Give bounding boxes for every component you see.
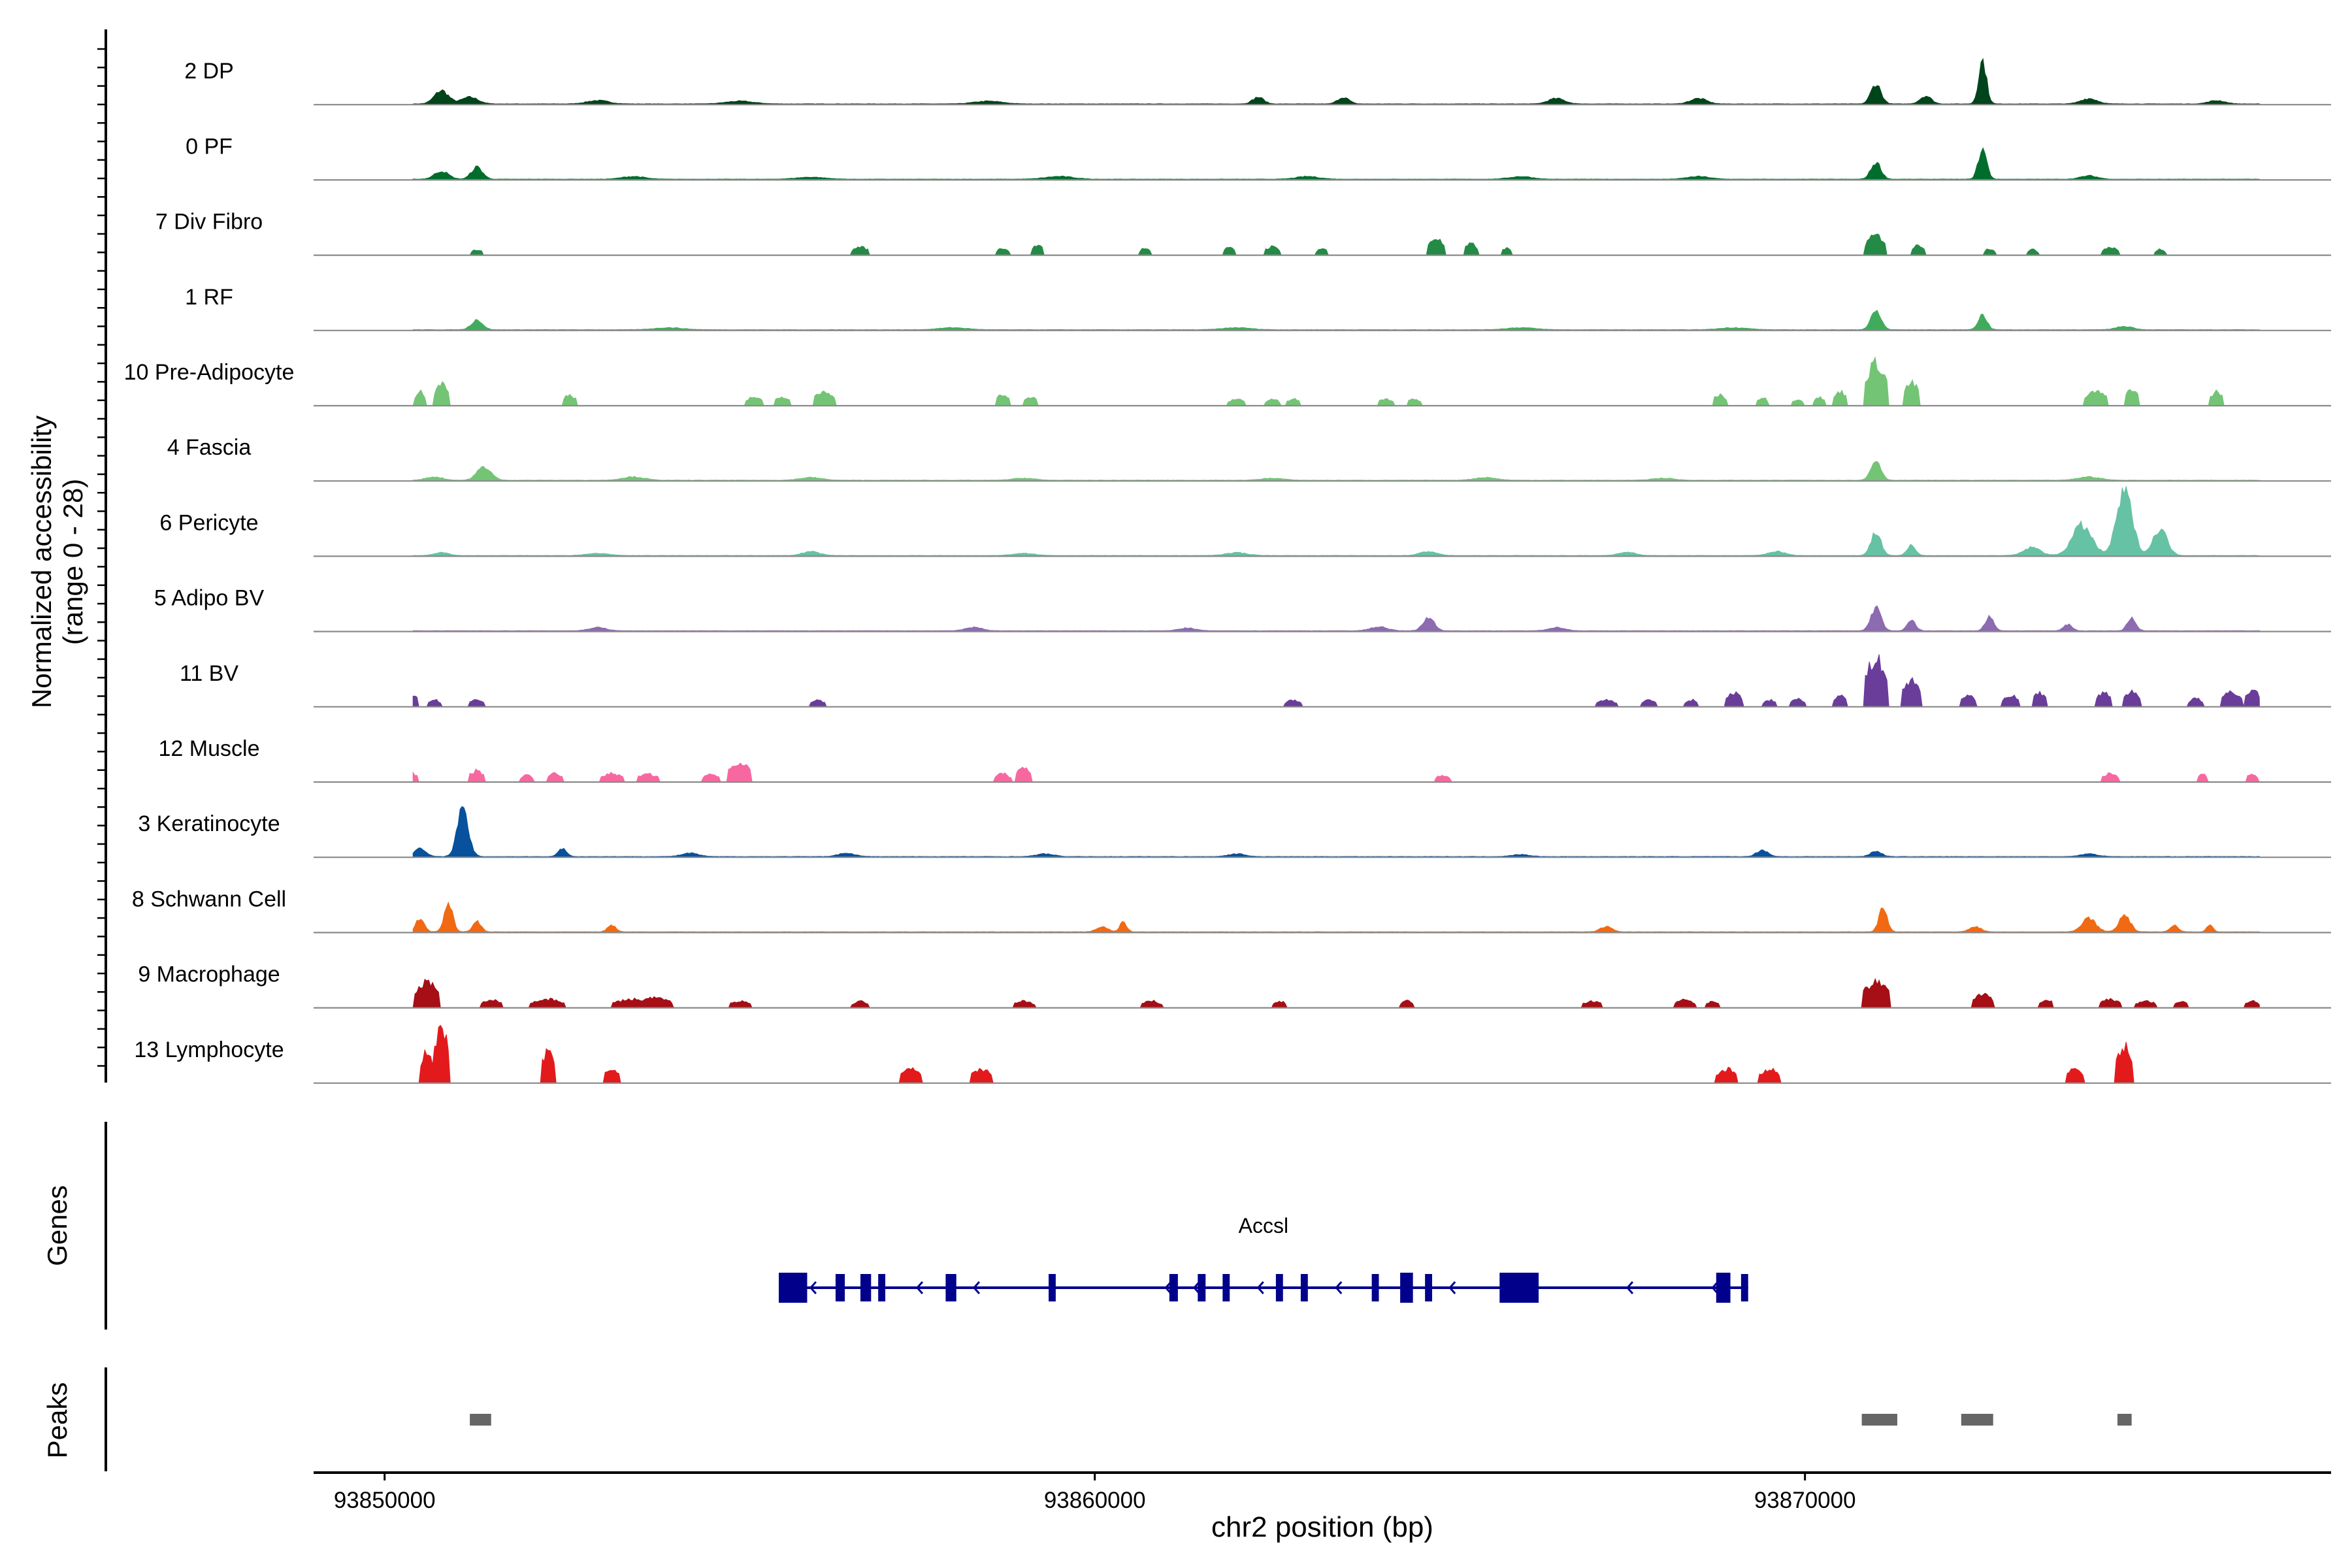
track-14: 13 Lymphocyte bbox=[134, 1024, 2331, 1084]
track-3: 7 Div Fibro bbox=[155, 210, 2331, 256]
gene-name-label: Accsl bbox=[1239, 1214, 1288, 1237]
x-axis-ticks: 93850000 93860000 93870000 bbox=[334, 1473, 1856, 1513]
track-signal bbox=[412, 461, 2260, 482]
peak-region bbox=[1961, 1414, 1993, 1426]
track-9: 11 BV bbox=[180, 654, 2331, 708]
track-label: 9 Macrophage bbox=[138, 962, 280, 987]
genes-panel: Genes bbox=[42, 1122, 107, 1330]
gene-exon bbox=[1400, 1273, 1413, 1303]
strand-arrow bbox=[1256, 1281, 1264, 1294]
strand-arrow bbox=[1164, 1281, 1172, 1294]
gene-exon bbox=[1049, 1274, 1056, 1301]
track-5: 10 Pre-Adipocyte bbox=[124, 356, 2331, 407]
gene-exon bbox=[1275, 1274, 1283, 1301]
strand-arrow bbox=[1711, 1281, 1719, 1294]
track-label: 4 Fascia bbox=[167, 435, 252, 460]
track-label: 0 PF bbox=[186, 134, 233, 159]
gene-exon bbox=[945, 1274, 956, 1301]
strand-arrow bbox=[809, 1281, 817, 1294]
y-axis-label: Normalized accessibility bbox=[26, 416, 57, 708]
track-label: 6 Pericyte bbox=[159, 510, 258, 535]
gene-exon bbox=[1716, 1273, 1731, 1303]
gene-exon bbox=[1300, 1274, 1308, 1301]
track-signal bbox=[412, 901, 2260, 933]
x-axis-label: chr2 position (bp) bbox=[1211, 1511, 1433, 1543]
gene-model: Accsl bbox=[778, 1214, 1748, 1303]
track-signal bbox=[412, 486, 2260, 557]
track-label: 11 BV bbox=[180, 661, 238, 686]
track-label: 2 DP bbox=[184, 59, 234, 84]
strand-arrow bbox=[1192, 1281, 1201, 1294]
track-label: 7 Div Fibro bbox=[155, 210, 263, 235]
coverage-tracks: 2 DP 0 PF 7 Div Fibro 1 RF 10 Pre-Adipocyte 4… bbox=[124, 57, 2331, 1084]
coverage-y-ticks bbox=[97, 48, 106, 1067]
strand-arrow bbox=[915, 1281, 924, 1294]
gene-exon bbox=[1499, 1273, 1539, 1303]
x-tick-label: 93870000 bbox=[1754, 1488, 1856, 1513]
track-label: 12 Muscle bbox=[159, 736, 260, 761]
strand-arrow bbox=[972, 1281, 981, 1294]
genes-panel-label: Genes bbox=[42, 1185, 73, 1266]
track-1: 2 DP bbox=[184, 57, 2331, 106]
gene-exon bbox=[1740, 1274, 1748, 1301]
gene-exon bbox=[878, 1274, 886, 1301]
peaks-panel-label: Peaks bbox=[42, 1382, 73, 1459]
track-6: 4 Fascia bbox=[167, 435, 2331, 482]
track-label: 3 Keratinocyte bbox=[138, 811, 280, 836]
track-4: 1 RF bbox=[185, 285, 2331, 331]
track-signal bbox=[412, 147, 2260, 180]
track-11: 3 Keratinocyte bbox=[138, 806, 2331, 858]
strand-arrow bbox=[1335, 1281, 1343, 1294]
track-label: 5 Adipo BV bbox=[154, 586, 265, 611]
x-tick-label: 93860000 bbox=[1044, 1488, 1146, 1513]
gene-exon bbox=[1169, 1274, 1178, 1301]
y-axis-range-label: (range 0 - 28) bbox=[57, 479, 88, 645]
track-label: 10 Pre-Adipocyte bbox=[124, 360, 295, 385]
track-12: 8 Schwann Cell bbox=[132, 887, 2331, 934]
track-signal bbox=[412, 57, 2260, 105]
x-tick-label: 93850000 bbox=[334, 1488, 436, 1513]
track-2: 0 PF bbox=[186, 134, 2331, 181]
track-label: 13 Lymphocyte bbox=[134, 1037, 284, 1062]
track-label: 8 Schwann Cell bbox=[132, 887, 286, 911]
gene-exon bbox=[1425, 1274, 1433, 1301]
track-label: 1 RF bbox=[185, 285, 233, 310]
gene-models: Accsl bbox=[778, 1214, 1748, 1303]
peak-region bbox=[2117, 1414, 2132, 1426]
track-signal bbox=[412, 310, 2260, 331]
peak-regions bbox=[470, 1414, 2132, 1426]
peak-region bbox=[470, 1414, 491, 1426]
gene-exon bbox=[1198, 1274, 1206, 1301]
peak-region bbox=[1861, 1414, 1898, 1426]
track-signal bbox=[412, 806, 2260, 858]
gene-exon bbox=[860, 1274, 872, 1301]
gene-exon bbox=[1371, 1274, 1379, 1301]
peaks-panel: Peaks bbox=[42, 1367, 107, 1471]
track-8: 5 Adipo BV bbox=[154, 586, 2331, 632]
track-10: 12 Muscle bbox=[159, 736, 2331, 783]
strand-arrow bbox=[1448, 1281, 1456, 1294]
track-7: 6 Pericyte bbox=[159, 486, 2331, 557]
gene-exon bbox=[1222, 1274, 1230, 1301]
track-13: 9 Macrophage bbox=[138, 962, 2331, 1009]
gene-exon bbox=[778, 1273, 808, 1303]
strand-arrow bbox=[1625, 1281, 1634, 1294]
gene-exon bbox=[835, 1274, 845, 1301]
